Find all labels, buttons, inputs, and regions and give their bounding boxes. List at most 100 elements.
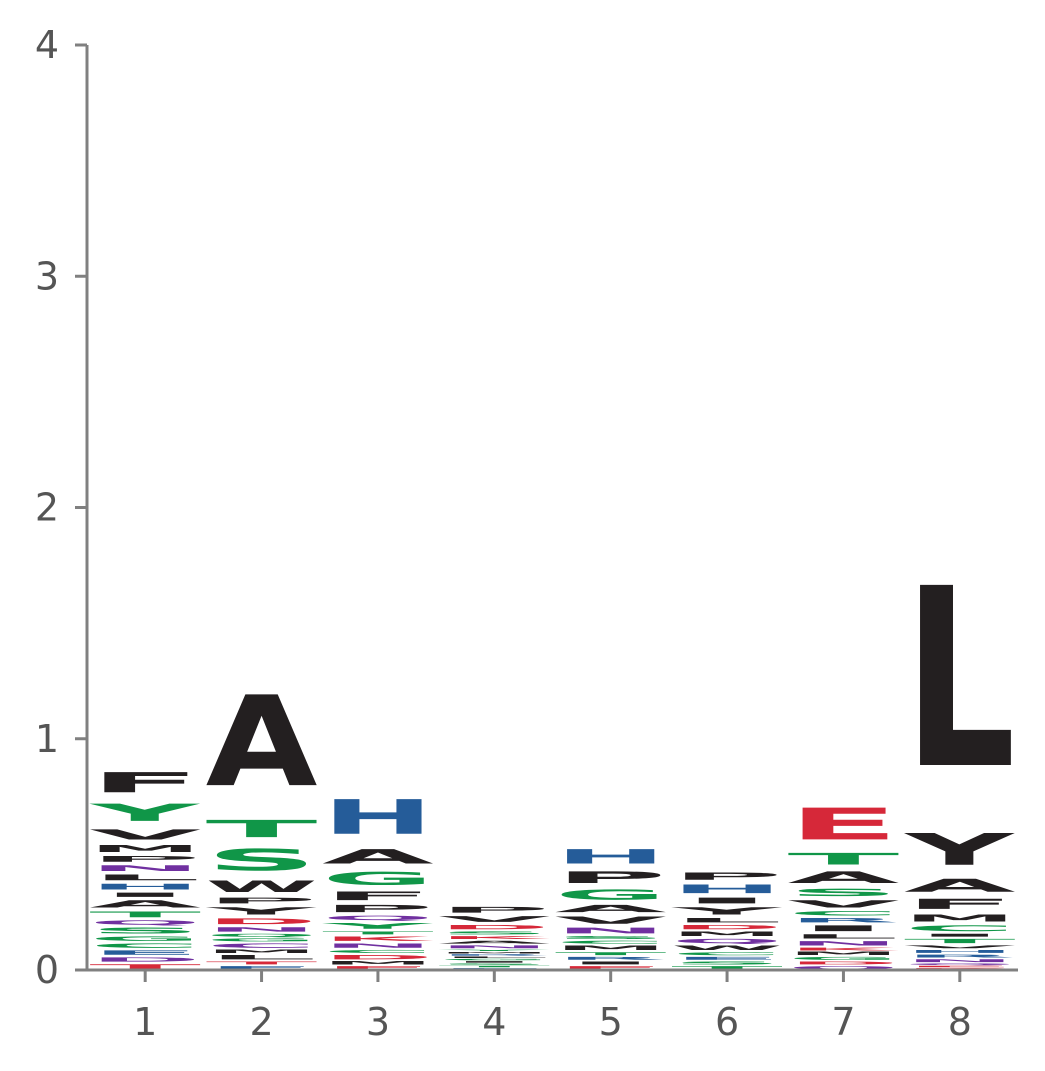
logo-letter-l: L: [671, 917, 783, 924]
logo-letter-f: F: [89, 767, 201, 799]
logo-letter-e: E: [555, 965, 667, 970]
logo-letter-d: D: [438, 924, 550, 931]
logo-letter-y: Y: [437, 949, 550, 951]
y-tick-label: 2: [35, 486, 59, 530]
logo-letter-p: P: [206, 896, 318, 905]
logo-letter-t: T: [89, 910, 201, 919]
logo-letter-i: I: [671, 896, 783, 905]
logo-letter-t: T: [89, 963, 201, 970]
logo-letter-r: R: [555, 956, 667, 961]
logo-letter-h: H: [671, 882, 783, 896]
logo-letter-i: I: [788, 924, 900, 933]
logo-letter-m: M: [555, 945, 667, 952]
logo-letter-l: L: [904, 535, 1016, 823]
logo-letter-a: A: [89, 898, 201, 909]
logo-letter-g: G: [322, 868, 434, 889]
logo-letter-l: L: [788, 933, 900, 940]
logo-letter-a: A: [788, 868, 900, 886]
logo-letter-n: N: [438, 945, 550, 950]
logo-letter-d: D: [322, 954, 434, 961]
logo-letter-e: E: [206, 965, 318, 970]
logo-letter-q: Q: [904, 963, 1016, 965]
logo-letter-s: S: [671, 961, 783, 966]
logo-letter-p: P: [671, 871, 783, 882]
logo-letter-i: I: [89, 891, 201, 898]
logo-letter-v: V: [904, 945, 1016, 950]
logo-letter-s: S: [438, 963, 550, 965]
logo-letter-i: I: [438, 961, 550, 963]
logo-letter-g: G: [438, 958, 550, 960]
x-tick-label: 8: [948, 1000, 972, 1044]
logo-letter-w: W: [671, 945, 783, 952]
logo-letter-t: T: [206, 815, 318, 843]
logo-letter-p: P: [438, 905, 550, 914]
x-tick-label: 5: [599, 1000, 623, 1044]
logo-letter-a: A: [322, 845, 434, 868]
logo-letter-a: A: [206, 670, 318, 815]
logo-letter-n: N: [206, 926, 318, 933]
logo-letter-c: C: [788, 910, 900, 917]
y-tick-label: 1: [35, 717, 59, 761]
logo-letter-s: S: [438, 931, 550, 936]
logo-letter-k: K: [322, 935, 434, 942]
logo-letter-d: D: [89, 956, 201, 963]
logo-letter-r: R: [438, 954, 550, 956]
logo-letter-y: Y: [670, 905, 783, 917]
y-axis-ticks: 0 1 2 3 4: [35, 23, 87, 992]
logo-letter-a: A: [438, 940, 550, 945]
logo-letter-p: P: [89, 854, 201, 863]
logo-letter-m: M: [322, 961, 434, 966]
logo-letter-c: C: [904, 924, 1016, 933]
logo-letter-w: W: [206, 878, 318, 896]
logo-letter-s: S: [206, 843, 318, 878]
logo-letter-q: Q: [206, 933, 318, 938]
logo-letter-e: E: [89, 949, 201, 956]
logo-letter-v: V: [788, 898, 900, 909]
x-tick-label: 1: [133, 1000, 157, 1044]
logo-letter-q: Q: [322, 915, 434, 922]
logo-letter-c: C: [555, 940, 667, 945]
logo-letter-h: H: [555, 845, 667, 868]
logo-letter-t: T: [206, 961, 318, 966]
logo-letter-h: H: [322, 790, 434, 845]
y-tick-label: 4: [35, 23, 59, 67]
logo-letter-m: M: [438, 951, 550, 953]
logo-column-8: DEQNRHVTICMFAYL: [903, 535, 1017, 970]
logo-letter-v: V: [89, 827, 201, 843]
logo-letter-m: M: [671, 931, 783, 938]
logo-column-4: ETSIGLRMYNAKSDVP: [437, 905, 550, 970]
logo-letter-f: F: [322, 889, 434, 903]
logo-letter-d: D: [671, 924, 783, 931]
logo-letter-v: V: [438, 915, 550, 924]
logo-letter-i: I: [904, 933, 1016, 938]
logo-letter-n: N: [555, 926, 667, 935]
logo-letter-m: M: [788, 951, 900, 956]
logo-letter-r: R: [788, 917, 900, 924]
logo-letter-t: T: [322, 931, 434, 936]
logo-letter-c: C: [206, 942, 318, 949]
logo-letter-r: R: [904, 954, 1016, 959]
logo-letter-t: T: [904, 938, 1016, 945]
x-axis-ticks: 1 2 3 4 5 6 7 8: [133, 970, 972, 1044]
logo-letter-p: P: [322, 903, 434, 914]
logo-letter-q: Q: [671, 938, 783, 945]
y-tick-label: 0: [35, 948, 59, 992]
logo-letter-q: Q: [788, 965, 900, 970]
logo-letter-m: M: [206, 949, 318, 954]
logo-letter-e: E: [904, 965, 1016, 967]
logo-letter-n: N: [788, 940, 900, 947]
logo-letter-e: E: [671, 956, 783, 961]
logo-letter-f: F: [904, 896, 1016, 912]
logo-letter-q: Q: [89, 919, 201, 926]
logo-letter-h: H: [904, 949, 1016, 954]
logo-letter-g: G: [788, 956, 900, 961]
logo-letter-n: N: [89, 864, 201, 873]
logo-letter-k: K: [788, 947, 900, 952]
logo-letter-s: S: [788, 887, 900, 899]
logo-letter-m: M: [904, 912, 1016, 924]
